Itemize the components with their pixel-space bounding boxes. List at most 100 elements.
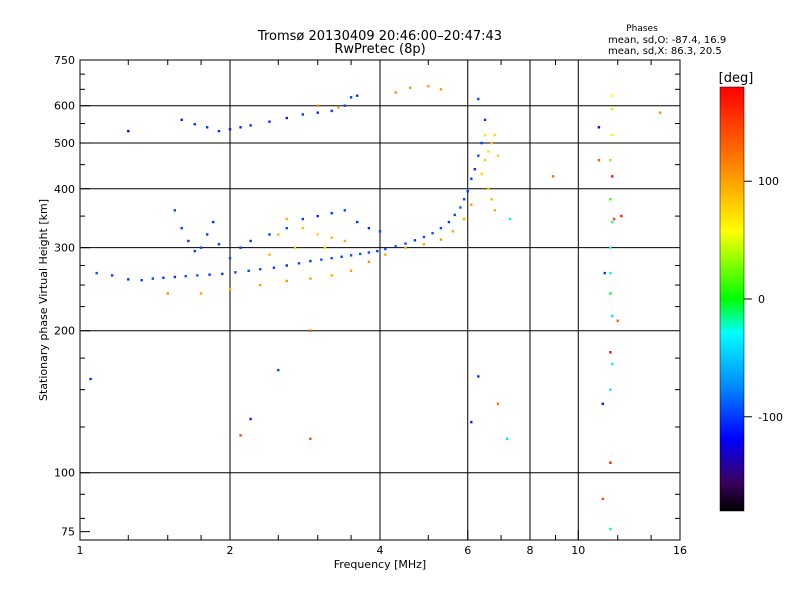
data-point <box>620 214 623 218</box>
data-point <box>343 209 347 212</box>
data-point <box>658 111 662 114</box>
data-point <box>343 239 347 243</box>
data-point <box>477 154 480 157</box>
data-point <box>470 203 473 206</box>
data-point <box>384 253 387 256</box>
data-point <box>193 249 197 253</box>
y-tick-label: 300 <box>54 242 75 255</box>
colorbar-tick-label: -100 <box>758 411 783 424</box>
data-point <box>508 217 512 221</box>
data-point <box>611 107 614 111</box>
data-point <box>490 198 493 201</box>
data-point <box>205 126 209 129</box>
data-point <box>285 217 288 221</box>
data-point <box>349 269 353 272</box>
data-point <box>316 233 319 236</box>
data-point <box>110 274 114 277</box>
data-point <box>490 141 493 145</box>
data-point <box>293 246 297 249</box>
data-point <box>187 239 190 243</box>
data-point <box>297 262 301 265</box>
data-point <box>609 461 612 464</box>
data-point <box>316 214 319 218</box>
data-point <box>496 402 500 405</box>
data-point <box>277 368 280 372</box>
data-point <box>611 175 614 178</box>
x-tick-label: 2 <box>227 544 234 557</box>
data-point <box>239 434 242 437</box>
data-point <box>343 104 347 107</box>
data-point <box>285 116 288 120</box>
data-point <box>609 158 612 162</box>
data-point <box>330 236 333 239</box>
colorbar <box>719 86 745 512</box>
data-point <box>609 527 612 531</box>
data-point <box>473 168 477 171</box>
data-point <box>597 158 601 162</box>
data-point <box>422 243 426 246</box>
data-point <box>323 246 327 249</box>
y-tick-label: 500 <box>54 137 75 150</box>
data-point <box>466 190 469 193</box>
data-point <box>439 238 443 241</box>
data-point <box>193 123 197 126</box>
data-point <box>611 133 614 137</box>
data-point <box>217 243 221 246</box>
data-point <box>601 402 605 405</box>
data-point <box>462 217 466 221</box>
data-point <box>439 226 443 230</box>
data-point <box>459 206 462 209</box>
data-point <box>337 106 340 109</box>
data-points <box>89 84 662 531</box>
y-axis-label: Stationary phase Virtual Height [km] <box>37 199 50 401</box>
data-point <box>340 255 343 258</box>
data-point <box>431 231 434 235</box>
y-tick-label: 200 <box>54 325 75 338</box>
data-point <box>376 249 379 253</box>
x-tick-label: 8 <box>527 544 534 557</box>
data-point <box>151 277 155 280</box>
data-point <box>413 239 417 242</box>
data-point <box>394 245 397 248</box>
data-point <box>483 133 487 137</box>
chart-subtitle: RwPretec (8p) <box>334 42 425 57</box>
data-point <box>309 329 312 332</box>
data-point <box>609 271 612 275</box>
data-point <box>228 127 232 131</box>
colorbar-label: [deg] <box>719 71 754 86</box>
data-point <box>184 275 187 278</box>
data-point <box>427 84 430 88</box>
y-tick-label: 400 <box>54 183 75 196</box>
data-point <box>470 177 473 180</box>
data-point <box>199 292 203 295</box>
data-point <box>95 271 98 275</box>
data-point <box>453 213 456 217</box>
data-point <box>612 217 616 221</box>
data-point <box>349 254 353 257</box>
data-point <box>358 252 362 256</box>
data-point <box>316 111 319 114</box>
data-point <box>259 283 262 287</box>
data-point <box>330 256 333 260</box>
data-point <box>349 96 353 99</box>
y-tick-label: 75 <box>61 526 75 539</box>
data-point <box>609 292 612 295</box>
data-point <box>611 94 614 97</box>
data-point <box>384 247 387 251</box>
legend-line-o: mean, sd,O: -87.4, 16.9 <box>608 35 726 46</box>
data-point <box>239 246 242 249</box>
data-point <box>477 97 480 101</box>
data-point <box>140 278 143 282</box>
data-point <box>208 273 211 276</box>
data-point <box>609 246 612 249</box>
data-point <box>480 141 483 145</box>
data-point <box>487 187 490 190</box>
colorbar-tick-label: 0 <box>758 293 765 306</box>
data-point <box>462 198 466 201</box>
data-point <box>597 126 601 129</box>
data-point <box>309 437 312 441</box>
data-point <box>285 226 288 230</box>
x-axis-label: Frequency [MHz] <box>334 558 426 571</box>
data-point <box>611 314 614 318</box>
data-point <box>205 233 209 236</box>
